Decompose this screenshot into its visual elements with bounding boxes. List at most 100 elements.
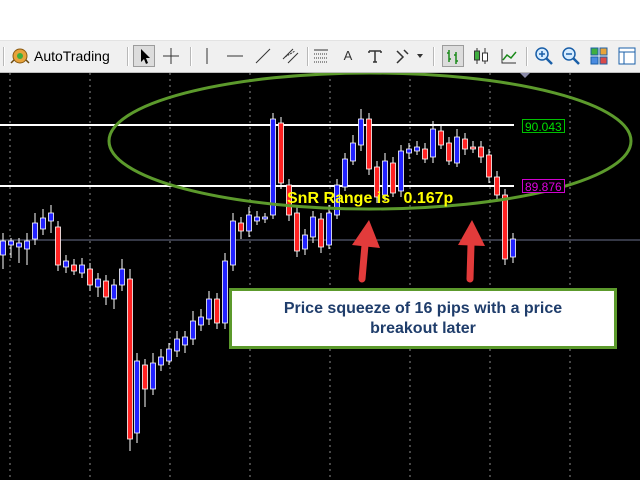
chart-canvas — [0, 73, 640, 480]
candle-body — [262, 216, 268, 220]
annotation-callout: Price squeeze of 16 pips with a price br… — [229, 288, 617, 349]
candles — [0, 109, 516, 451]
candle-body — [462, 138, 468, 150]
candle-body — [214, 298, 220, 324]
arrow-left — [352, 220, 380, 283]
autotrading-icon — [10, 48, 30, 64]
candle-body — [486, 154, 492, 178]
candle-body — [71, 264, 77, 272]
candlestick-chart-button[interactable] — [470, 45, 492, 67]
candle-body — [79, 264, 85, 274]
candle-body — [8, 240, 14, 246]
callout-text: Price squeeze of 16 pips with a price br… — [283, 299, 563, 337]
candle-body — [270, 118, 276, 216]
candle-body — [438, 130, 444, 146]
candle-body — [254, 216, 260, 222]
candle-body — [16, 242, 22, 248]
candle-body — [430, 128, 436, 158]
candle-body — [510, 238, 516, 258]
candle-body — [150, 362, 156, 390]
periods-button[interactable] — [616, 45, 638, 67]
candle-body — [222, 260, 228, 324]
zoom-out-icon — [562, 47, 580, 65]
candle-body — [366, 118, 372, 170]
autotrading-button[interactable]: AutoTrading — [10, 45, 120, 67]
candle-body — [278, 122, 284, 184]
candle-body — [246, 214, 252, 232]
zoom-out-button[interactable] — [560, 45, 582, 67]
candle-body — [342, 158, 348, 188]
periods-icon — [618, 47, 636, 65]
text-button[interactable]: A — [337, 45, 359, 67]
candle-body — [446, 142, 452, 162]
fibonacci-icon — [314, 49, 328, 63]
toolbar-separator — [307, 47, 309, 66]
line-chart-button[interactable] — [498, 45, 520, 67]
equidistant-channel-button[interactable] — [280, 45, 302, 67]
bar-chart-icon — [447, 50, 458, 64]
arrows-dropdown[interactable] — [392, 45, 426, 67]
trendline-button[interactable] — [252, 45, 274, 67]
candle-body — [166, 348, 172, 362]
cursor-button[interactable] — [133, 45, 155, 67]
chart-shift-marker[interactable] — [520, 73, 530, 78]
toolbar-separator — [433, 47, 435, 66]
candle-body — [111, 284, 117, 300]
arrows-icon — [396, 49, 423, 64]
candle-body — [494, 176, 500, 196]
candle-body — [302, 234, 308, 250]
upper-level-label: 90.043 — [522, 119, 565, 134]
candle-body — [103, 280, 109, 298]
text-label-button[interactable] — [364, 45, 386, 67]
zoom-in-icon — [535, 47, 553, 65]
candle-body — [350, 142, 356, 162]
candle-body — [127, 278, 133, 440]
candle-body — [478, 146, 484, 158]
candle-body — [134, 360, 140, 434]
candle-body — [414, 146, 420, 152]
candle-body — [326, 212, 332, 246]
vertical-line-icon — [206, 48, 208, 64]
candle-body — [142, 364, 148, 390]
crosshair-button[interactable] — [160, 45, 182, 67]
price-chart[interactable]: 90.043 89.876 SnR Range is 0.167p Price … — [0, 73, 640, 480]
toolbar-separator — [3, 47, 5, 66]
candle-body — [358, 118, 364, 146]
candlestick-chart-icon — [474, 48, 488, 64]
equidistant-channel-icon — [282, 48, 299, 64]
tile-windows-icon — [590, 47, 608, 65]
candle-body — [0, 240, 6, 256]
candle-body — [119, 268, 125, 286]
candle-body — [422, 148, 428, 160]
vertical-line-button[interactable] — [196, 45, 218, 67]
horizontal-line-button[interactable] — [224, 45, 246, 67]
toolbar-separator — [127, 47, 129, 66]
toolbar-separator — [526, 47, 528, 66]
candle-body — [158, 356, 164, 366]
toolbar: AutoTrading — [0, 41, 640, 73]
candle-body — [318, 218, 324, 248]
candle-body — [182, 336, 188, 346]
candle-body — [198, 316, 204, 326]
crosshair-icon — [163, 48, 179, 64]
horizontal-line-icon — [227, 55, 243, 57]
toolbar-separator — [190, 47, 192, 66]
candle-body — [174, 338, 180, 352]
candle-body — [230, 220, 236, 266]
fibonacci-button[interactable] — [310, 45, 332, 67]
arrow-right — [458, 220, 485, 283]
candle-body — [334, 184, 340, 216]
text-icon: A — [343, 48, 353, 63]
lower-level-label: 89.876 — [522, 179, 565, 194]
candle-body — [382, 160, 388, 196]
candle-body — [406, 148, 412, 154]
candle-body — [502, 194, 508, 260]
zoom-in-button[interactable] — [533, 45, 555, 67]
tile-windows-button[interactable] — [588, 45, 610, 67]
candle-body — [87, 268, 93, 286]
candle-body — [238, 222, 244, 232]
candle-body — [55, 226, 61, 266]
bar-chart-button[interactable] — [442, 45, 464, 67]
candle-body — [24, 240, 30, 250]
candle-body — [454, 136, 460, 164]
